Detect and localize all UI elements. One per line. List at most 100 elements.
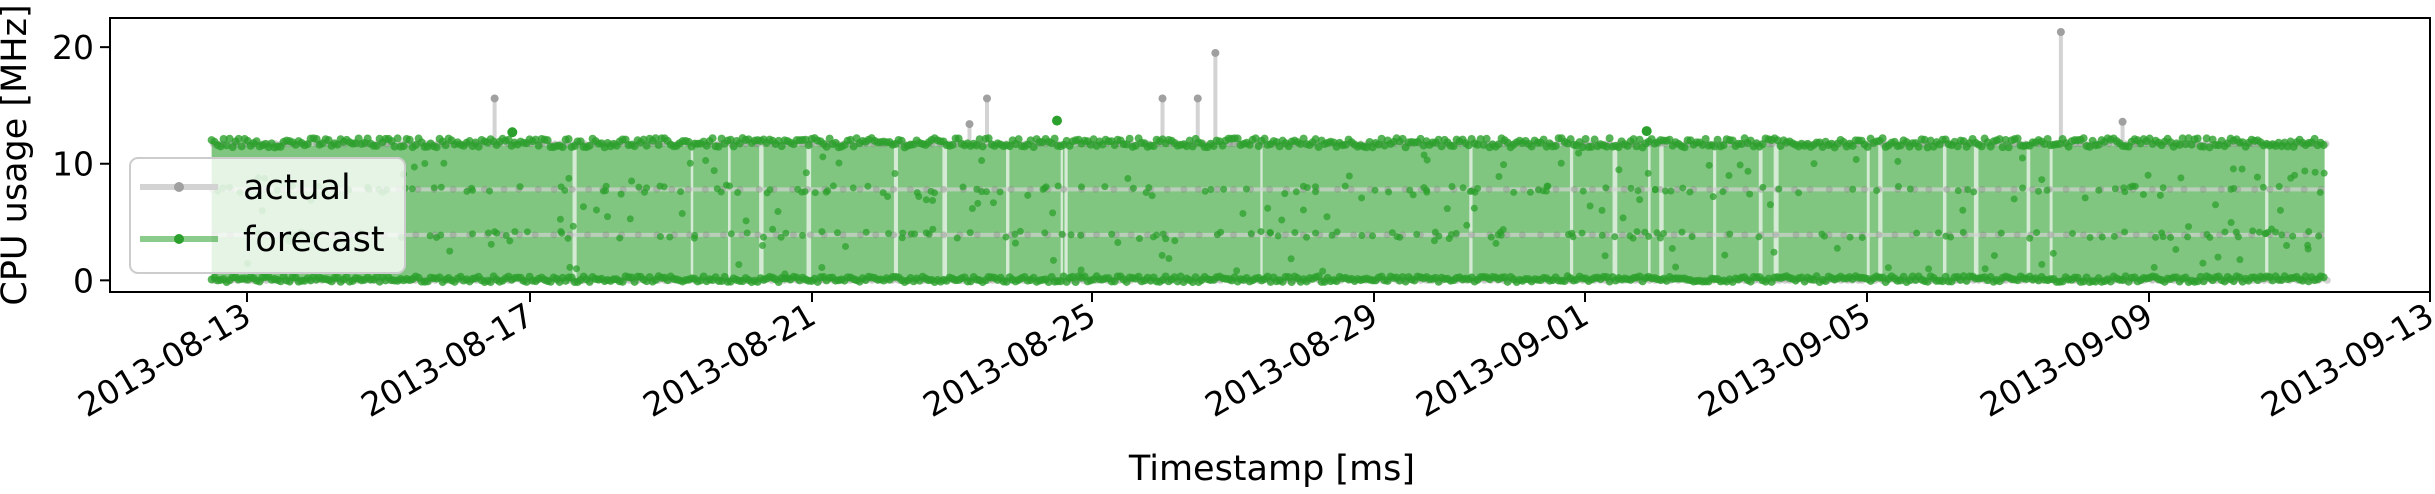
forecast-point [1665, 135, 1674, 144]
forecast-point [1726, 230, 1734, 238]
forecast-point [1108, 230, 1116, 238]
forecast-point [1459, 184, 1467, 192]
actual-point [2217, 185, 2225, 193]
forecast-point [1651, 185, 1659, 193]
legend-actual-marker [174, 182, 184, 192]
forecast-point [1341, 182, 1349, 190]
actual-point [1843, 185, 1851, 193]
forecast-point [713, 185, 721, 193]
forecast-point [1014, 135, 1023, 144]
forecast-point [1527, 142, 1536, 151]
forecast-point [432, 143, 441, 152]
forecast-point [225, 134, 234, 143]
forecast-point [1260, 134, 1269, 143]
forecast-point [1077, 231, 1085, 239]
forecast-point [1942, 232, 1950, 240]
actual-point [839, 231, 847, 239]
forecast-point [604, 213, 612, 221]
forecast-point [487, 240, 495, 248]
forecast-point [1849, 185, 1857, 193]
forecast-point [1281, 190, 1289, 198]
forecast-point [1251, 134, 1260, 143]
forecast-point [824, 187, 832, 195]
forecast-point [1328, 231, 1336, 239]
forecast-point [2214, 253, 2222, 261]
forecast-point [781, 270, 789, 278]
forecast-point [1601, 252, 1609, 260]
forecast-point [640, 188, 648, 196]
actual-point [940, 185, 948, 193]
actual-point [449, 185, 457, 193]
legend: actual forecast [129, 157, 406, 274]
actual-point [1520, 185, 1528, 193]
forecast-point [1135, 235, 1143, 243]
x-tick-label: 2013-08-25 [916, 295, 1102, 425]
forecast-point [1710, 142, 1719, 151]
forecast-point [1926, 136, 1935, 145]
forecast-point [1247, 230, 1255, 238]
forecast-point [802, 169, 810, 177]
forecast-point [835, 159, 843, 167]
actual-point [634, 231, 642, 239]
forecast-point [2144, 171, 2152, 179]
forecast-point [1611, 233, 1619, 241]
forecast-point [1002, 233, 1010, 241]
actual-point [1840, 231, 1848, 239]
actual-point [872, 231, 880, 239]
actual-point [1553, 231, 1561, 239]
forecast-point [2319, 273, 2328, 282]
actual-point [412, 231, 420, 239]
forecast-point [1464, 141, 1473, 150]
forecast-point [2068, 229, 2076, 237]
forecast-point [1448, 182, 1456, 190]
legend-item-forecast: forecast [140, 220, 385, 260]
forecast-point [1705, 161, 1713, 169]
forecast-point [2177, 174, 2185, 182]
forecast-point [1998, 143, 2007, 152]
forecast-point [799, 231, 807, 239]
forecast-point [1913, 229, 1921, 237]
forecast-point [1129, 184, 1137, 192]
forecast-point [446, 247, 454, 255]
forecast-point [222, 141, 231, 150]
forecast-point [2319, 141, 2328, 150]
forecast-point [1568, 229, 1576, 237]
forecast-point [1590, 135, 1599, 144]
actual-point [1144, 231, 1152, 239]
forecast-point [1494, 140, 1503, 149]
legend-item-actual: actual [140, 168, 351, 208]
forecast-point [1602, 184, 1610, 192]
forecast-point [1148, 192, 1156, 200]
forecast-point [922, 229, 930, 237]
forecast-point [1158, 251, 1166, 259]
actual-point [2013, 231, 2021, 239]
forecast-point [1598, 206, 1606, 214]
forecast-point [410, 163, 418, 171]
forecast-point [846, 135, 855, 144]
forecast-point [2229, 165, 2237, 173]
forecast-point [2227, 219, 2235, 227]
forecast-point [1266, 228, 1274, 236]
forecast-point [984, 134, 993, 143]
x-tick-label: 2013-09-01 [1409, 295, 1595, 425]
forecast-point [1575, 149, 1583, 157]
forecast-point [430, 184, 438, 192]
actual-point [788, 185, 796, 193]
forecast-point [1526, 188, 1534, 196]
actual-point [2148, 185, 2156, 193]
y-axis: 0 10 20 [52, 28, 110, 300]
forecast-point [1645, 232, 1653, 240]
forecast-point [2305, 228, 2313, 236]
forecast-point [1077, 266, 1085, 274]
x-axis-label: Timestamp [ms] [1128, 449, 1415, 489]
forecast-point [2049, 249, 2057, 257]
forecast-point [1312, 229, 1320, 237]
forecast-point [2202, 134, 2211, 143]
forecast-point [1668, 244, 1676, 252]
forecast-point [1539, 187, 1547, 195]
forecast-point [1579, 187, 1587, 195]
forecast-point [1852, 155, 1860, 163]
forecast-point [234, 134, 243, 143]
forecast-point [2095, 186, 2103, 194]
forecast-point [763, 189, 771, 197]
